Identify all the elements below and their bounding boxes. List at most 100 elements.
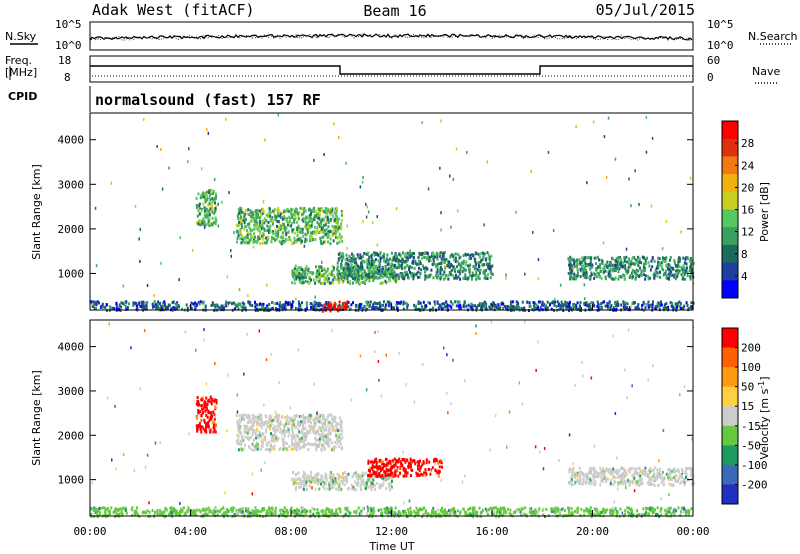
echo-cell: [252, 216, 255, 220]
echo-cell: [339, 266, 342, 270]
echo-cell: [176, 305, 179, 309]
echo-cell: [456, 259, 459, 263]
echo-cell: [584, 261, 587, 265]
echo-cell: [188, 147, 190, 151]
echo-cell: [419, 260, 422, 264]
echo-cell: [269, 507, 272, 511]
echo-cell: [459, 265, 462, 269]
echo-cell: [281, 233, 284, 237]
echo-cell: [424, 251, 427, 255]
echo-cell: [277, 422, 280, 426]
echo-cell: [336, 227, 339, 231]
echo-cell: [366, 205, 368, 209]
echo-cell: [450, 253, 453, 257]
echo-cell: [241, 434, 244, 438]
echo-cell: [650, 204, 653, 208]
echo-cell: [384, 265, 387, 268]
echo-cell: [258, 209, 261, 213]
echo-cell: [252, 245, 255, 249]
echo-cell: [294, 240, 297, 244]
echo-cell: [248, 437, 251, 440]
echo-cell: [447, 277, 450, 281]
echo-cell: [379, 306, 382, 310]
echo-cell: [273, 444, 276, 448]
echo-cell: [551, 301, 554, 305]
echo-cell: [572, 266, 575, 270]
echo-cell: [416, 271, 419, 275]
echo-cell: [295, 270, 298, 274]
echo-cell: [350, 264, 353, 267]
echo-cell: [172, 508, 175, 512]
echo-cell: [638, 202, 640, 206]
echo-cell: [443, 251, 446, 255]
echo-cell: [260, 421, 263, 425]
echo-cell: [688, 510, 691, 514]
echo-cell: [208, 213, 211, 217]
echo-cell: [286, 414, 289, 418]
echo-cell: [202, 217, 205, 221]
echo-cell: [329, 301, 332, 305]
echo-cell: [290, 438, 293, 442]
echo-cell: [477, 252, 480, 256]
echo-cell: [252, 430, 254, 434]
echo-cell: [249, 209, 252, 213]
echo-cell: [409, 252, 412, 256]
echo-cell: [199, 425, 202, 428]
echo-cell: [265, 219, 268, 223]
echo-cell: [415, 262, 418, 266]
echo-cell: [366, 262, 369, 266]
echo-cell: [382, 281, 385, 285]
colorbar-segment: [722, 209, 738, 228]
echo-cell: [240, 241, 243, 245]
echo-cell: [201, 219, 204, 223]
echo-cell: [678, 265, 681, 268]
echo-cell: [252, 240, 255, 243]
echo-cell: [265, 509, 268, 513]
echo-cell: [476, 274, 479, 278]
echo-cell: [269, 424, 272, 428]
echo-cell: [364, 272, 367, 276]
echo-cell: [606, 508, 609, 512]
echo-cell: [614, 507, 617, 511]
echo-cell: [367, 508, 369, 512]
echo-cell: [341, 420, 343, 424]
echo-cell: [439, 272, 442, 276]
echo-cell: [442, 509, 445, 513]
echo-cell: [484, 507, 487, 511]
echo-cell: [426, 267, 429, 271]
echo-cell: [291, 448, 294, 451]
echo-cell: [382, 300, 385, 304]
echo-cell: [679, 304, 682, 308]
echo-cell: [635, 513, 638, 517]
echo-cell: [404, 270, 406, 274]
echo-cell: [120, 301, 123, 305]
echo-cell: [295, 275, 298, 279]
echo-cell: [287, 230, 290, 234]
echo-cell: [574, 305, 576, 308]
echo-cell: [230, 507, 233, 510]
echo-cell: [576, 511, 579, 514]
echo-cell: [315, 213, 318, 217]
echo-cell: [274, 228, 277, 232]
echo-cell: [291, 424, 293, 428]
echo-cell: [181, 307, 183, 311]
echo-cell: [377, 276, 380, 280]
echo-cell: [462, 277, 465, 281]
echo-cell: [419, 262, 422, 266]
echo-cell: [597, 512, 600, 516]
echo-cell: [309, 442, 312, 446]
echo-cell: [426, 275, 429, 279]
echo-cell: [301, 439, 303, 443]
echo-cell: [540, 303, 543, 307]
echo-cell: [384, 510, 387, 514]
echo-cell: [331, 208, 334, 212]
echo-cell: [248, 225, 251, 229]
echo-cell: [390, 302, 393, 306]
echo-cell: [322, 217, 325, 221]
echo-cell: [454, 510, 457, 514]
echo-cell: [301, 510, 304, 514]
echo-cell: [322, 267, 325, 271]
echo-cell: [209, 509, 212, 513]
echo-cell: [321, 217, 324, 221]
echo-cell: [318, 420, 321, 424]
